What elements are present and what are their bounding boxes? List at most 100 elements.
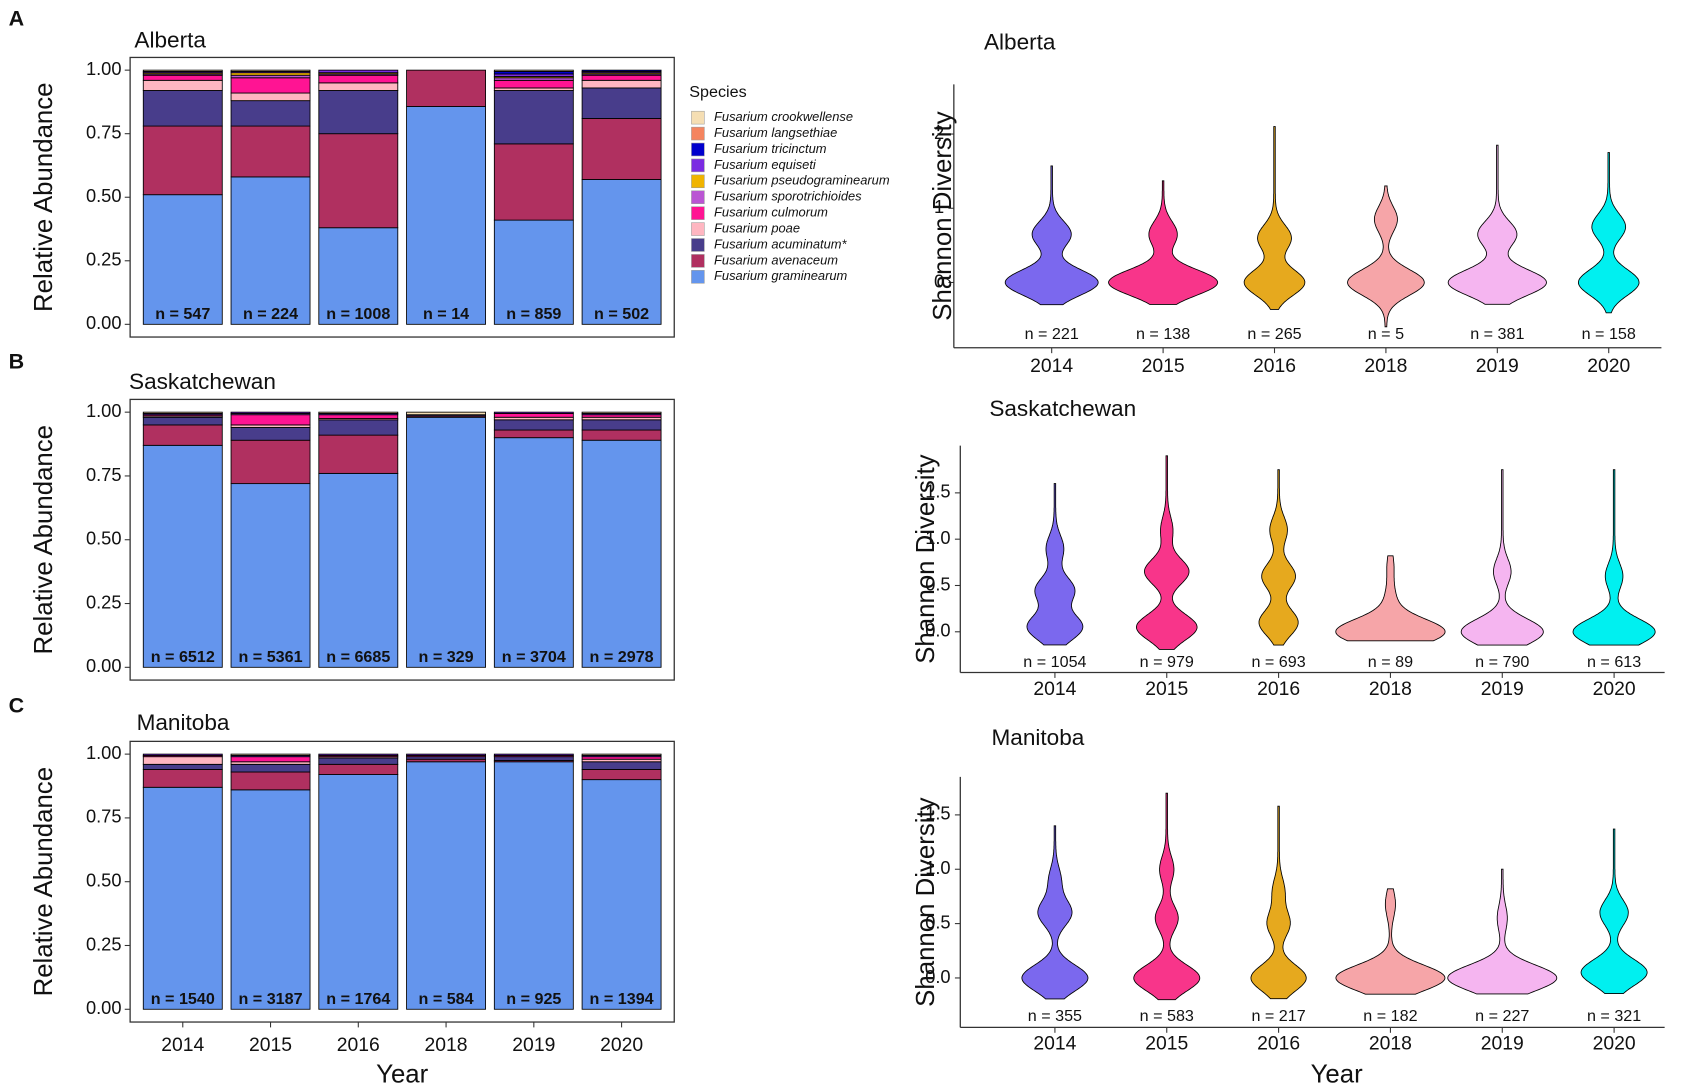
legend-swatch [691,126,705,141]
n-label: n = 221 [1025,325,1079,343]
bar-segment [493,413,574,418]
legend-swatch [691,142,705,157]
n-label: n = 6512 [151,648,215,666]
y-axis-label: Shannon Diversity [912,454,940,663]
bar-segment [406,69,486,107]
bar-segment [581,761,662,770]
bar-segment [142,90,223,127]
bar-segment [318,82,399,91]
n-label: n = 979 [1140,653,1194,671]
bar-segment [230,69,311,72]
y-tick-label: 1.00 [86,58,122,79]
bar-segment [230,483,311,668]
n-label: n = 6685 [326,648,390,666]
y-tick-label: 0.75 [86,122,122,143]
violin [1136,455,1198,650]
n-label: n = 89 [1368,653,1413,671]
violin [1250,805,1307,1000]
violin [1133,792,1201,1001]
x-tick-label: 2020 [600,1034,643,1056]
x-tick-label: 2020 [1593,1033,1636,1055]
legend-title: Species [689,83,746,101]
bar-segment [318,133,399,229]
y-tick-label: 0.0 [925,620,950,641]
bar-segment [581,419,662,431]
n-label: n = 2978 [590,648,654,666]
x-tick-label: 2014 [1033,678,1076,700]
n-label: n = 859 [506,305,561,323]
bar-segment [230,756,311,763]
bar-segment [142,79,223,91]
bar-segment [406,761,486,1010]
bar-segment [581,74,662,81]
bar-segment [230,411,311,414]
bar-segment [581,411,662,414]
bar-segment [230,414,311,426]
n-label: n = 3704 [502,648,566,666]
n-label: n = 3187 [238,990,302,1008]
x-tick-label: 2019 [512,1034,555,1056]
x-tick-label: 2019 [1476,355,1519,377]
y-tick-label: 0.25 [86,591,122,612]
violin [1572,469,1656,646]
bar-segment [142,444,223,668]
chart-title: Alberta [134,27,206,52]
x-tick-label: 2015 [1145,678,1188,700]
x-tick-label: 2020 [1587,355,1630,377]
n-label: n = 925 [506,990,561,1008]
legend-label: Fusarium tricinctum [714,141,827,156]
n-label: n = 502 [594,305,649,323]
x-tick-label: 2014 [1033,1033,1076,1055]
x-tick-label: 2016 [1253,355,1296,377]
y-tick-label: 0.25 [86,249,122,270]
violin [1580,828,1648,994]
n-label: n = 355 [1028,1007,1082,1025]
y-tick-label: 0 [934,270,944,291]
n-label: n = 158 [1582,325,1636,343]
y-tick-label: 0.25 [86,933,122,954]
chart-title: Saskatchewan [129,369,276,394]
bar-segment [230,789,311,1010]
bar-segment [493,79,574,89]
legend-label: Fusarium avenaceum [714,252,838,267]
y-tick-label: 0.75 [86,464,122,485]
violin [1108,180,1219,305]
x-tick-label: 2014 [1030,355,1073,377]
bar-segment [318,763,399,775]
bar-segment [581,179,662,325]
x-axis-label: Year [376,1061,429,1087]
bar-segment [493,753,574,756]
violin [1258,469,1299,646]
y-tick-label: 0.5 [925,573,950,594]
bar-segment [142,125,223,196]
bar-segment [581,769,662,781]
x-tick-label: 2016 [1257,1033,1300,1055]
legend-swatch [691,174,705,189]
x-tick-label: 2015 [1142,355,1185,377]
bar-segment [581,429,662,441]
x-tick-label: 2018 [1364,355,1407,377]
bar-segment [142,74,223,81]
legend-label: Fusarium acuminatum* [714,236,848,251]
bar-segment [230,77,311,94]
n-label: n = 14 [423,305,469,323]
legend-swatch [691,206,705,220]
bar-segment [142,756,223,765]
bar-segment [493,761,574,1010]
n-label: n = 693 [1251,653,1305,671]
bar-segment [581,753,662,756]
n-label: n = 329 [418,648,473,666]
y-axis-label: Shannon Diversity [912,797,940,1006]
x-tick-label: 2018 [425,1034,468,1056]
legend-swatch [691,222,705,236]
legend-label: Fusarium poae [714,220,800,235]
bar-segment [493,69,574,72]
n-label: n = 217 [1251,1007,1305,1025]
y-tick-label: 0.00 [86,312,122,333]
n-label: n = 547 [155,305,210,323]
bar-segment [142,753,223,756]
bar-segment [230,753,311,756]
bar-segment [318,472,399,668]
y-tick-label: 0.50 [86,870,122,891]
bar-segment [230,427,311,441]
